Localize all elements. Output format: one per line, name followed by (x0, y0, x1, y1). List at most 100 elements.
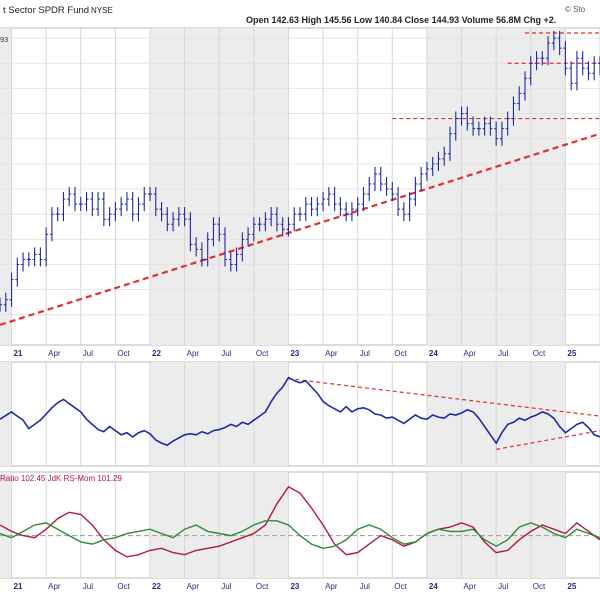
price-bar (326, 187, 331, 207)
exchange-label: NYSE (91, 6, 113, 15)
price-bar (73, 187, 77, 212)
indicator-x-tick-label: Oct (394, 582, 407, 591)
price-bar (159, 202, 164, 222)
price-bar (119, 197, 124, 217)
indicator-legend: Ratio 102.45 JdK RS-Mom 101.29 (0, 474, 122, 483)
price-bar (557, 31, 562, 56)
price-x-tick-label: Apr (48, 349, 61, 358)
price-x-tick-label: Oct (394, 349, 407, 358)
price-bar (90, 192, 95, 217)
price-bar (61, 192, 66, 222)
price-bar (586, 61, 591, 81)
price-bar (373, 166, 377, 192)
indicator-x-tick-label: Oct (256, 582, 269, 591)
price-bar (38, 247, 43, 267)
price-bar (84, 192, 89, 212)
price-bar (407, 192, 412, 222)
indicator-x-tick-label: 25 (567, 582, 576, 591)
price-bar (67, 187, 72, 207)
price-bar (390, 181, 395, 202)
indicator-x-tick-label: Jul (83, 582, 93, 591)
price-bar (251, 217, 256, 242)
price-bar (430, 156, 435, 176)
price-bar (228, 252, 233, 272)
price-bar (263, 212, 268, 232)
price-bar (211, 217, 216, 247)
price-x-tick-label: Oct (533, 349, 546, 358)
price-bar (436, 151, 441, 171)
price-bar (32, 247, 37, 267)
price-bar (182, 207, 187, 227)
price-bar (0, 297, 2, 312)
indicator-x-tick-label: 21 (14, 582, 23, 591)
price-y-label: 93 (0, 35, 8, 44)
price-bar (396, 187, 401, 217)
price-bar (505, 111, 510, 136)
ohlc-stats: Open 142.63 High 145.56 Low 140.84 Close… (246, 15, 556, 25)
price-x-tick-label: 21 (14, 349, 23, 358)
price-bar (332, 187, 337, 212)
indicator-x-tick-label: Jul (221, 582, 231, 591)
price-x-tick-label: Jul (498, 349, 508, 358)
price-bar (361, 187, 366, 212)
price-bar (315, 197, 320, 217)
price-bar (246, 227, 251, 247)
chart-header: t Sector SPDR Fund NYSE © Sto Open 142.6… (3, 5, 586, 25)
price-bar (124, 192, 129, 212)
price-bar (298, 207, 302, 222)
price-bar (540, 51, 545, 66)
price-x-tick-label: Apr (187, 349, 200, 358)
price-bar (223, 227, 227, 267)
indicator-x-tick-label: Oct (533, 582, 546, 591)
price-bar (546, 36, 551, 66)
price-bar (563, 41, 568, 76)
price-bar (349, 202, 354, 222)
indicator-panel: 21 Apr Jul Oct 22 Apr Jul Oct 23 Apr Jul Oct 24 Apr Ju… (0, 471, 600, 591)
price-bar (534, 51, 539, 71)
price-bar (26, 252, 31, 267)
price-bar (199, 242, 204, 267)
price-panel: 93 21 Apr Jul Oct 22 Apr Jul Oct 23 Apr Jul Oct 24 Apr… (0, 27, 600, 358)
price-bar (49, 207, 54, 242)
price-bar (194, 237, 199, 257)
price-bar (142, 187, 147, 212)
indicator-x-tick-label: Apr (464, 582, 477, 591)
price-bar (465, 106, 470, 131)
price-bar (482, 116, 487, 136)
price-bar (21, 252, 26, 272)
price-bar (419, 166, 424, 192)
price-bar (344, 202, 349, 222)
price-trendline (0, 132, 600, 326)
price-bar (130, 192, 135, 222)
indicator-year-band (0, 472, 12, 578)
indicator-x-tick-label: 22 (152, 582, 161, 591)
price-bar (574, 51, 579, 91)
price-bar (499, 121, 504, 146)
price-bar (44, 227, 49, 267)
price-bar (523, 71, 527, 101)
indicator-x-tick-label: Apr (187, 582, 200, 591)
price-bar (569, 61, 574, 91)
price-bar (107, 207, 112, 227)
price-bar (401, 202, 406, 222)
price-x-tick-label: Apr (325, 349, 338, 358)
price-bar (367, 176, 372, 202)
price-bar (9, 272, 14, 307)
price-bar (292, 207, 297, 232)
price-bar (413, 176, 418, 207)
price-bar (148, 187, 152, 202)
price-bar (274, 207, 279, 232)
price-x-tick-label: Jul (360, 349, 370, 358)
price-bar (580, 51, 585, 76)
price-bar (442, 146, 447, 166)
price-bar (303, 197, 308, 222)
price-bar (257, 217, 262, 232)
price-bar (424, 161, 429, 181)
price-bar (15, 257, 20, 287)
price-bar (3, 292, 8, 312)
price-bar (338, 197, 343, 217)
price-bar (378, 166, 383, 192)
price-bar (171, 212, 176, 232)
